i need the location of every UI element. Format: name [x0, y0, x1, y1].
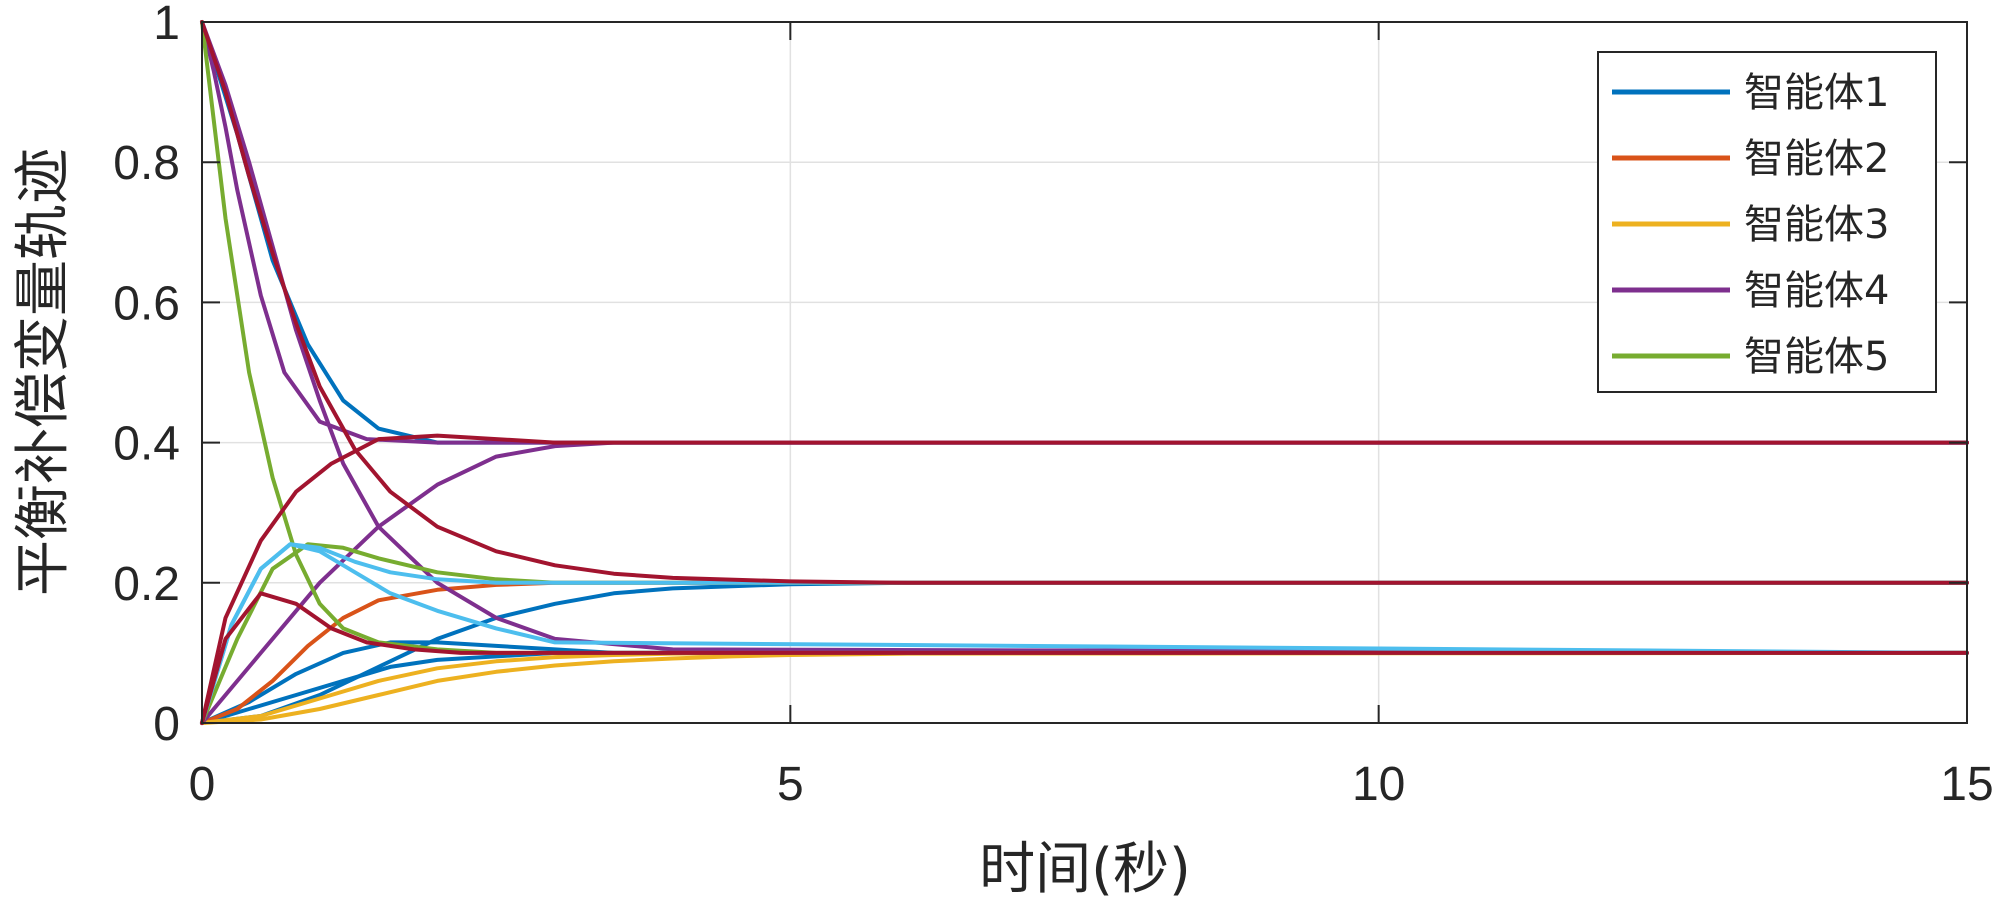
series-lines: [200, 20, 1969, 725]
legend-label: 智能体1: [1744, 70, 1889, 116]
series-line-10: [200, 20, 1969, 445]
series-line-8: [200, 20, 1969, 655]
series-line-14: [200, 542, 1969, 725]
x-axis-title: 时间(秒): [979, 837, 1191, 902]
legend-label: 智能体3: [1744, 202, 1889, 248]
x-tick-label: 15: [1940, 758, 1993, 811]
y-tick-label: 0.8: [113, 137, 180, 190]
y-tick-label: 1: [153, 0, 180, 50]
y-tick-label: 0.6: [113, 277, 180, 330]
y-axis-title: 平衡补偿变量轨迹: [11, 148, 76, 596]
series-line-6: [200, 650, 1969, 725]
x-tick-label: 10: [1352, 758, 1405, 811]
y-tick-label: 0: [153, 698, 180, 751]
plot-area-frame: [201, 21, 1968, 724]
tick-labels: 0 5 10 15 0 0.2 0.4 0.6 0.8 1: [113, 0, 1993, 811]
tick-marks: [201, 21, 1968, 724]
x-tick-label: 5: [777, 758, 804, 811]
series-line-17: [200, 20, 1969, 585]
y-tick-label: 0.4: [113, 418, 180, 471]
series-line-16: [200, 591, 1969, 725]
y-tick-label: 0.2: [113, 558, 180, 611]
legend-label: 智能体4: [1744, 268, 1889, 314]
legend: 智能体1 智能体2 智能体3 智能体4 智能体5: [1597, 51, 1937, 393]
legend-label: 智能体5: [1744, 334, 1889, 380]
legend-label: 智能体2: [1744, 136, 1889, 182]
x-tick-label: 0: [189, 758, 216, 811]
